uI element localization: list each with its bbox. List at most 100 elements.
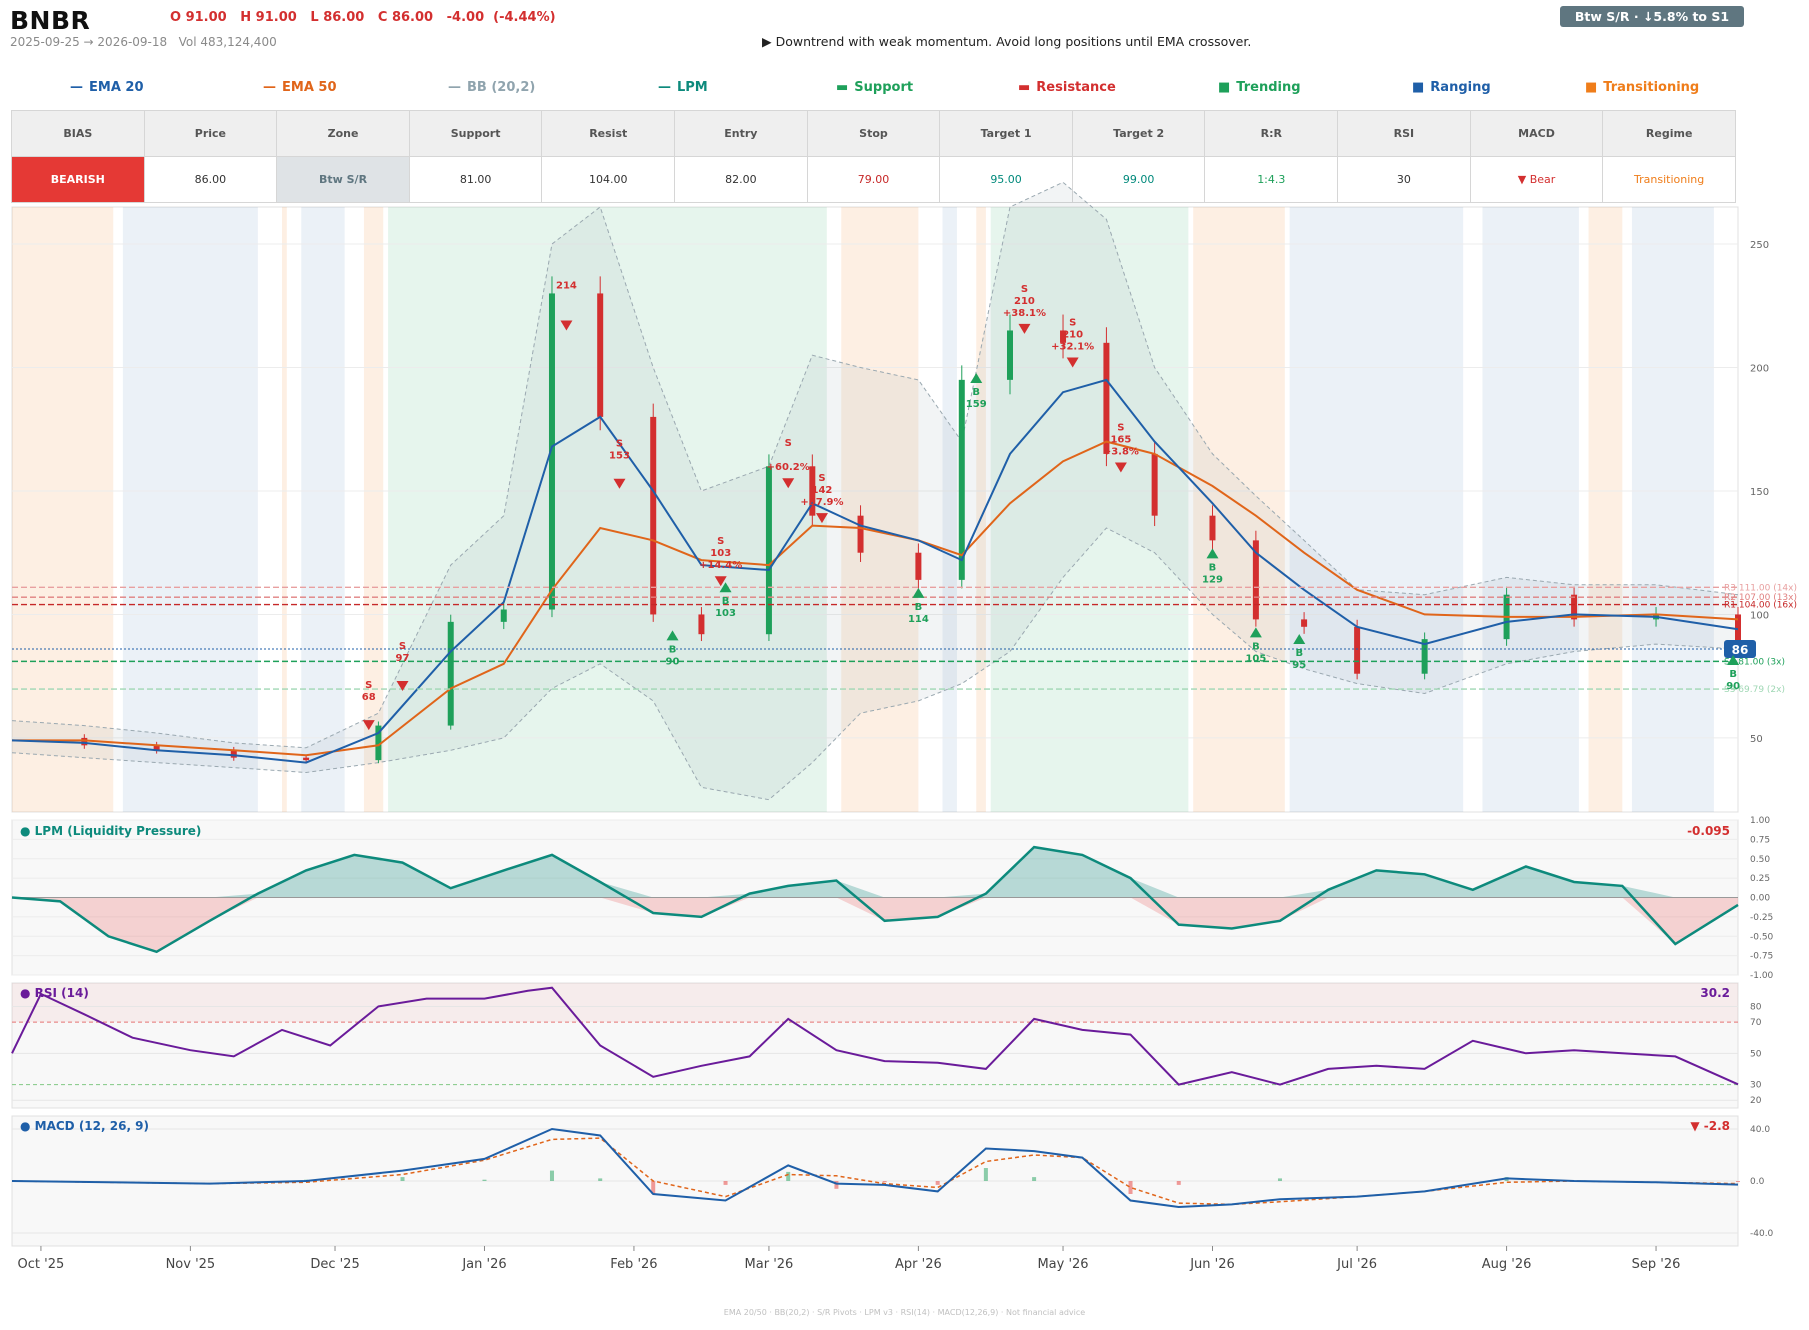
price-tick-label: 50 xyxy=(1750,734,1763,745)
sell-signal-marker xyxy=(815,513,828,524)
sell-signal-label: +60.2% xyxy=(767,462,810,473)
sell-signal-marker xyxy=(560,320,573,331)
buy-signal-label: 90 xyxy=(1726,681,1740,692)
lpm-title: ● LPM (Liquidity Pressure) xyxy=(20,824,201,838)
legend-item-resistance[interactable]: ▬ Resistance xyxy=(1018,80,1116,95)
buy-signal-label: B xyxy=(722,596,730,607)
lpm-line xyxy=(11,845,1739,954)
lpm-tick-label: -0.50 xyxy=(1750,932,1774,942)
footer-note: EMA 20/50 · BB(20,2) · S/R Pivots · LPM … xyxy=(723,1308,1086,1317)
x-tick-label: Oct '25 xyxy=(18,1257,65,1272)
header-target2: Target 2 xyxy=(1071,110,1206,157)
rsi-panel: 80 70 50 30 20 ● RSI (14) 30.2 xyxy=(11,982,1762,1109)
buy-signal-label: 103 xyxy=(715,608,736,619)
last-price-label: 86 xyxy=(1732,643,1749,657)
legend-item-ema50[interactable]: — EMA 50 xyxy=(263,80,337,95)
rsi-tick-label: 50 xyxy=(1750,1049,1762,1059)
zone-badge: Btw S/R · ↓5.8% to S1 xyxy=(1560,6,1744,27)
buy-signal-label: B xyxy=(1209,562,1217,573)
regime-band-ranging xyxy=(1289,207,1464,812)
sell-signal-label: 165 xyxy=(1110,434,1131,445)
legend-item-transitioning[interactable]: ■ Transitioning xyxy=(1585,80,1700,95)
macd-histogram-bar xyxy=(983,1168,988,1181)
legend-item-ema20[interactable]: — EMA 20 xyxy=(70,80,144,95)
lpm-tick-label: 0.75 xyxy=(1750,835,1770,845)
sr-level-label: R2 107.00 (13x) xyxy=(1724,593,1797,603)
sell-signal-label: S xyxy=(785,438,792,449)
sell-signal-label: 68 xyxy=(362,692,376,703)
target2-value: 99.00 xyxy=(1071,156,1206,203)
macd-histogram-bar xyxy=(400,1177,405,1181)
macd-title: ● MACD (12, 26, 9) xyxy=(20,1119,149,1133)
support-value: 81.00 xyxy=(408,156,543,203)
x-tick-label: Dec '25 xyxy=(310,1257,359,1272)
lpm-negative-fill xyxy=(12,897,1738,952)
sell-signal-marker xyxy=(1066,357,1079,368)
candle-body xyxy=(500,609,507,622)
sell-signal-label: +14.4% xyxy=(699,560,742,571)
rsi-tick-label: 70 xyxy=(1750,1018,1762,1028)
lpm-tick-label: -1.00 xyxy=(1750,971,1774,981)
candle-body xyxy=(1209,515,1216,541)
sell-signal-label: +38.1% xyxy=(1003,308,1046,319)
ema50-line xyxy=(12,440,1739,757)
trend-verdict: ▶ Downtrend with weak momentum. Avoid lo… xyxy=(762,34,1252,49)
lpm-tick-label: -0.25 xyxy=(1750,913,1773,923)
buy-signal-label: 105 xyxy=(1245,653,1266,664)
sell-signal-label: 97 xyxy=(396,653,410,664)
candle-body xyxy=(597,293,604,417)
legend-item-trending[interactable]: ■ Trending xyxy=(1218,80,1301,95)
macd-histogram-bar xyxy=(1736,1181,1740,1183)
lpm-tick-label: -0.75 xyxy=(1750,952,1773,962)
candle-body xyxy=(1301,619,1308,627)
legend-item-bb[interactable]: — BB (20,2) xyxy=(448,80,536,95)
candle-body xyxy=(375,725,382,761)
x-tick-label: May '26 xyxy=(1037,1257,1088,1272)
table-value-row: BEARISH 86.00 Btw S/R 81.00 104.00 82.00… xyxy=(11,156,1736,203)
bb-lower-line xyxy=(11,527,1739,801)
rsi-line xyxy=(11,986,1739,1086)
candle-body xyxy=(1151,453,1158,516)
buy-signal-label: 90 xyxy=(666,656,680,667)
macd-tick-label: -40.0 xyxy=(1750,1229,1774,1239)
price-value: 86.00 xyxy=(143,156,278,203)
x-tick-label: Feb '26 xyxy=(610,1257,657,1272)
sell-signal-label: +32.1% xyxy=(1051,342,1094,353)
sell-signal-label: +37.9% xyxy=(800,497,843,508)
regime-band-transitioning xyxy=(841,207,919,812)
buy-signal-label: 114 xyxy=(908,614,929,625)
macd-histogram-bar xyxy=(786,1171,791,1181)
rr-value: 1:4.3 xyxy=(1204,156,1339,203)
sell-signal-marker xyxy=(1114,462,1127,473)
regime-band-ranging xyxy=(301,207,345,812)
macd-panel: 40.0 0.0 -40.0 ● MACD (12, 26, 9) ▼ -2.8 xyxy=(11,1115,1774,1247)
sell-signal-marker xyxy=(396,681,409,691)
legend-item-lpm[interactable]: — LPM xyxy=(658,80,708,95)
ema20-line xyxy=(11,378,1739,764)
price-tick-label: 200 xyxy=(1750,364,1769,375)
lpm-tick-label: 0.00 xyxy=(1750,894,1770,904)
legend-item-support[interactable]: ▬ Support xyxy=(836,80,914,95)
candle-body xyxy=(1354,626,1361,674)
sell-signal-label: 153 xyxy=(609,451,630,462)
date-range-volume: 2025-09-25 → 2026-09-18 Vol 483,124,400 xyxy=(10,35,277,49)
sr-level-label: S3 69.79 (2x) xyxy=(1724,685,1785,695)
buy-signal-label: B xyxy=(1295,648,1303,659)
lpm-tick-label: 0.25 xyxy=(1750,874,1770,884)
legend-item-ranging[interactable]: ■ Ranging xyxy=(1412,80,1491,95)
candle-body xyxy=(1006,330,1013,380)
buy-signal-marker xyxy=(970,373,983,384)
buy-signal-label: B xyxy=(1729,669,1737,680)
bb-upper-line xyxy=(11,181,1739,749)
x-axis: Oct '25 Nov '25 Dec '25 Jan '26 Feb '26 Mar '… xyxy=(18,1246,1681,1272)
header-regime: Regime xyxy=(1602,110,1736,157)
x-tick-label: Sep '26 xyxy=(1632,1257,1681,1272)
regime-band-transitioning xyxy=(976,207,986,812)
buy-signal-marker xyxy=(1206,548,1219,559)
header-macd: MACD xyxy=(1469,110,1604,157)
buy-signal-marker xyxy=(1249,627,1262,638)
x-tick-label: Aug '26 xyxy=(1482,1257,1532,1272)
macd-tick-label: 40.0 xyxy=(1750,1125,1770,1135)
macd-histogram-bar xyxy=(723,1181,728,1185)
